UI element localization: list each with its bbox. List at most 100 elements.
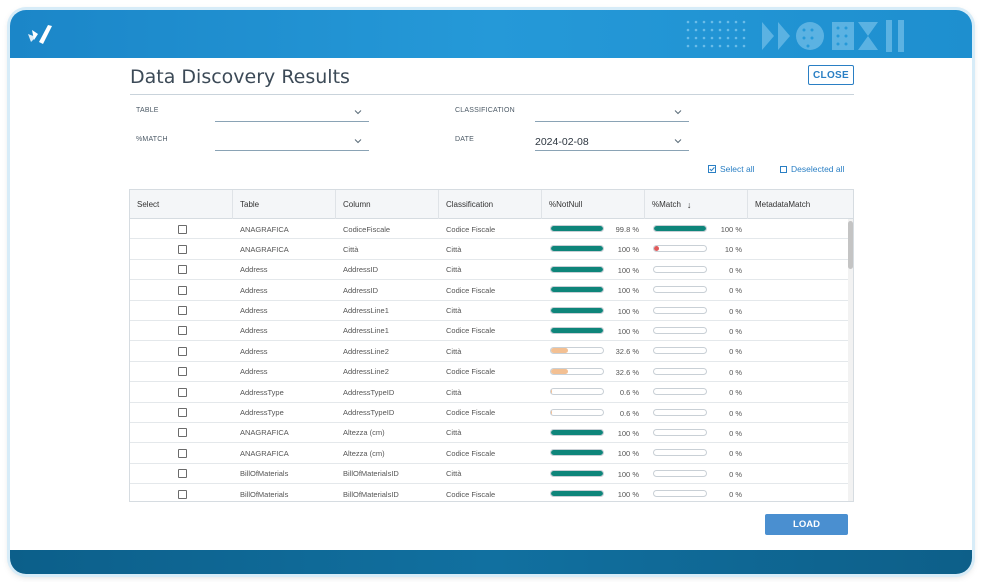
notnull-value: 99.8 %	[615, 225, 639, 234]
table-row[interactable]: ANAGRAFICA CodiceFiscale Codice Fiscale 99.…	[130, 219, 853, 240]
table-row[interactable]: Address AddressLine1 Città 100 % 0 %	[130, 301, 853, 321]
row-checkbox[interactable]	[178, 326, 187, 336]
table-row[interactable]: Address AddressID Codice Fiscale 100 % 0 %	[130, 280, 853, 301]
match-cell: 10 %	[645, 239, 748, 259]
metadatamatch-cell	[748, 403, 853, 423]
select-cell	[130, 362, 233, 382]
row-checkbox[interactable]	[178, 285, 187, 295]
match-cell: 0 %	[645, 341, 748, 361]
load-button[interactable]: LOAD	[765, 514, 848, 535]
row-checkbox[interactable]	[178, 224, 187, 234]
match-cell: 0 %	[645, 484, 748, 501]
notnull-progress-bar	[550, 469, 604, 477]
deselect-all-button[interactable]: Deselected all	[780, 164, 844, 174]
column-cell: AddressLine1	[343, 306, 389, 316]
select-cell	[130, 321, 233, 341]
table-cell: AddressType	[240, 387, 284, 397]
column-header-classification[interactable]: Classification	[439, 190, 542, 219]
row-checkbox[interactable]	[178, 428, 187, 438]
table-cell: BillOfMaterials	[240, 489, 289, 499]
match-value: 0 %	[729, 428, 742, 438]
column-header-notnull[interactable]: %NotNull	[542, 190, 645, 219]
column-header-column[interactable]: Column	[336, 190, 439, 219]
select-cell	[130, 464, 233, 484]
table-row[interactable]: AddressType AddressTypeID Città 0.6 % 0 %	[130, 382, 853, 403]
classification-cell: Città	[446, 346, 462, 356]
row-checkbox[interactable]	[178, 306, 187, 316]
match-progress-bar	[653, 225, 707, 232]
column-cell: AddressLine2	[343, 367, 389, 377]
notnull-value: 0.6 %	[619, 388, 639, 398]
scrollbar-thumb[interactable]	[848, 221, 853, 269]
match-cell: 0 %	[645, 403, 748, 423]
table-row[interactable]: BillOfMaterials BillOfMaterialsID Città 100…	[130, 464, 853, 485]
notnull-progress-fill	[551, 429, 603, 435]
select-cell	[130, 239, 233, 259]
table-row[interactable]: Address AddressLine2 Codice Fiscale 32.6 % 0…	[130, 362, 853, 383]
notnull-value: 32.6 %	[615, 367, 639, 377]
notnull-value: 100 %	[617, 449, 639, 459]
row-checkbox[interactable]	[178, 408, 187, 418]
select-cell	[130, 443, 233, 463]
select-cell	[130, 260, 233, 280]
table-row[interactable]: ANAGRAFICA Città Città 100 % 10 %	[130, 239, 853, 260]
table-row[interactable]: BillOfMaterials BillOfMaterialsID Codice F…	[130, 484, 853, 501]
select-cell	[130, 219, 233, 239]
table-cell: ANAGRAFICA	[240, 448, 289, 458]
match-progress-bar	[653, 306, 707, 314]
classification-cell: Codice Fiscale	[446, 224, 496, 234]
match-value: 0 %	[729, 286, 742, 296]
match-cell: 0 %	[645, 443, 748, 463]
date-filter-select[interactable]: 2024-02-08	[535, 133, 689, 151]
dot-pattern-icon	[686, 20, 904, 52]
notnull-progress-fill	[551, 246, 603, 252]
row-checkbox[interactable]	[178, 448, 187, 458]
column-cell: AddressLine1	[343, 326, 389, 336]
table-row[interactable]: Address AddressLine2 Città 32.6 % 0 %	[130, 341, 853, 362]
select-cell	[130, 280, 233, 300]
row-checkbox[interactable]	[178, 489, 187, 499]
match-filter-select[interactable]	[215, 133, 369, 151]
table-row[interactable]: Address AddressID Città 100 % 0 %	[130, 260, 853, 281]
row-checkbox[interactable]	[178, 265, 187, 275]
row-checkbox[interactable]	[178, 387, 187, 397]
table-cell: ANAGRAFICA	[240, 244, 289, 254]
column-header-table[interactable]: Table	[233, 190, 336, 219]
match-cell: 100 %	[645, 219, 748, 239]
notnull-progress-fill	[551, 470, 603, 476]
classification-cell: Città	[446, 306, 462, 316]
table-row[interactable]: ANAGRAFICA Altezza (cm) Città 100 % 0 %	[130, 423, 853, 444]
classification-filter-select[interactable]	[535, 104, 689, 122]
table-row[interactable]: ANAGRAFICA Altezza (cm) Codice Fiscale 100 …	[130, 443, 853, 464]
column-header-metadatamatch[interactable]: MetadataMatch	[755, 200, 811, 209]
table-cell: Address	[240, 326, 268, 336]
table-cell: AddressType	[240, 408, 284, 418]
metadatamatch-cell	[748, 301, 853, 321]
notnull-value: 100 %	[617, 469, 639, 479]
row-checkbox[interactable]	[178, 367, 187, 377]
column-cell: AddressTypeID	[343, 408, 395, 418]
select-all-button[interactable]: Select all	[708, 164, 755, 174]
column-header-select[interactable]: Select	[130, 190, 233, 219]
column-cell: CodiceFiscale	[343, 224, 391, 234]
table-row[interactable]: Address AddressLine1 Codice Fiscale 100 % 0 …	[130, 321, 853, 342]
table-row[interactable]: AddressType AddressTypeID Codice Fiscale 0.…	[130, 403, 853, 423]
table-cell: Address	[240, 285, 268, 295]
notnull-progress-bar	[550, 408, 604, 416]
select-cell	[130, 301, 233, 321]
table-cell: Address	[240, 306, 268, 316]
match-progress-bar	[653, 245, 707, 253]
notnull-cell: 100 %	[542, 301, 645, 321]
table-filter-select[interactable]	[215, 104, 369, 122]
row-checkbox[interactable]	[178, 469, 187, 479]
notnull-progress-fill	[551, 348, 568, 354]
notnull-cell: 0.6 %	[542, 403, 645, 423]
column-header-match[interactable]: %Match ↓	[645, 190, 748, 219]
results-table: Select Table Column Classification %NotN…	[129, 189, 854, 502]
scrollbar-track[interactable]	[848, 219, 853, 501]
close-button[interactable]: CLOSE	[808, 65, 854, 85]
notnull-progress-bar	[550, 347, 604, 355]
row-checkbox[interactable]	[178, 244, 187, 254]
row-checkbox[interactable]	[178, 346, 187, 356]
metadatamatch-cell	[748, 239, 853, 259]
